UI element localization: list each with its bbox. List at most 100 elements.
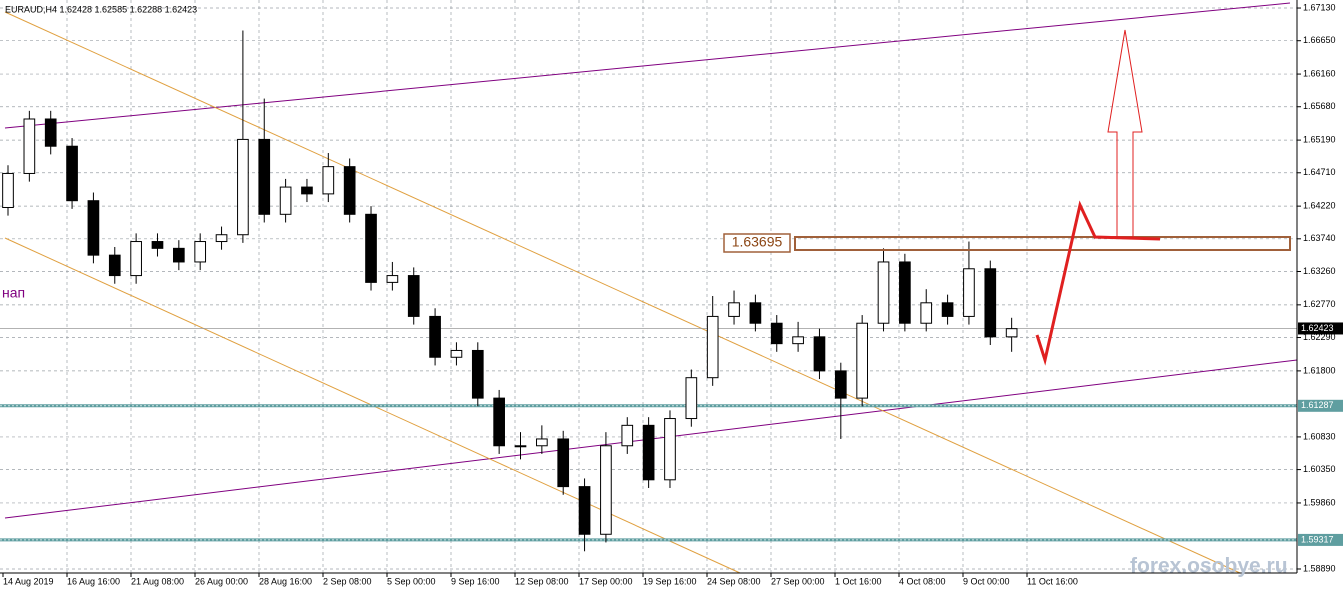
zone-label: 1.63695 [732,234,783,250]
zone-label-box [723,233,791,253]
candle-body [471,349,484,399]
candle-body [557,438,570,488]
candle-body [920,302,933,324]
candle-body [877,261,890,324]
x-tick-label: 14 Aug 2019 [3,576,54,586]
candle-body [87,200,100,256]
candle-body [343,166,356,215]
y-tick-label: 1.64220 [1303,201,1336,211]
candle-body [600,445,612,535]
candle-body [172,247,185,263]
candle-body [728,302,740,317]
x-tick-label: 19 Sep 16:00 [643,576,697,586]
candle-body [706,315,719,379]
candle-body [493,397,505,447]
y-tick-label: 1.59860 [1303,497,1336,507]
candle-body [834,370,847,399]
x-tick-label: 17 Sep 00:00 [579,576,633,586]
candle-body [963,268,975,317]
y-tick-label: 1.58890 [1303,563,1336,573]
forecast-path [1035,200,1161,366]
candle-body [536,438,548,447]
x-tick-label: 16 Aug 16:00 [67,576,120,586]
last-price-label: 1.62423 [1301,323,1334,333]
level-label: 1.59317 [1301,534,1334,544]
watermark: forex.osobye.ru [1130,555,1288,578]
x-tick-label: 9 Sep 16:00 [451,576,500,586]
candle-body [621,424,634,447]
y-tick-label: 1.63260 [1303,266,1336,276]
last-price-box [1298,322,1343,335]
levels [0,328,1297,542]
candle-body [770,322,783,345]
x-tick-label: 5 Sep 00:00 [387,576,436,586]
x-tick-label: 4 Oct 08:00 [899,576,946,586]
x-tick-label: 28 Aug 16:00 [259,576,312,586]
y-tick-label: 1.67130 [1303,2,1336,12]
chart-title: EURAUD,H4 1.62428 1.62585 1.62288 1.6242… [5,4,197,14]
candle-body [237,138,249,236]
x-tick-label: 12 Sep 08:00 [515,576,569,586]
candle-body [44,118,57,147]
y-tick-label: 1.66160 [1303,68,1336,78]
x-tick-label: 24 Sep 08:00 [707,576,761,586]
x-tick-label: 26 Aug 00:00 [195,576,248,586]
candle-body [279,186,292,215]
level-label-box [1298,533,1343,546]
candle-body [386,275,399,283]
candle-body [578,486,591,535]
candle-body [941,302,954,317]
y-tick-label: 1.62290 [1303,332,1336,342]
candle-body [450,349,463,358]
candle-body [984,268,997,338]
candle-body [194,241,207,263]
y-tick-label: 1.60350 [1303,464,1336,474]
candle-body [258,138,271,215]
candle-body [322,166,335,195]
y-tick-label: 1.61800 [1303,365,1336,375]
candle-body [899,261,911,324]
candles [2,30,1018,552]
candle-body [130,241,142,277]
candle-body [108,254,121,277]
candle-body [365,213,377,283]
y-tick-label: 1.63740 [1303,233,1336,243]
candle-body [664,418,676,481]
candle-body [23,118,36,174]
candle-body [792,336,804,345]
x-tick-label: 2 Sep 08:00 [323,576,372,586]
x-tick-label: 11 Oct 16:00 [1027,576,1078,586]
candle-body [2,172,14,208]
candle-body [215,234,228,243]
x-tick-label: 1 Oct 16:00 [835,576,882,586]
candle-body [429,315,441,358]
y-tick-label: 1.66650 [1303,35,1336,45]
zone [794,236,1291,251]
candle-body [642,424,655,481]
y-tick-label: 1.60830 [1303,431,1336,441]
level-label-box [1298,399,1343,412]
candle-body [301,186,313,195]
x-tick-label: 21 Aug 08:00 [131,576,184,586]
candle-body [66,145,78,202]
candle-body [749,302,762,324]
x-tick-label: 27 Sep 00:00 [771,576,825,586]
y-tick-label: 1.62770 [1303,299,1336,309]
annotation: нап [2,285,25,301]
candle-body [151,241,164,249]
x-tick-label: 9 Oct 00:00 [963,576,1010,586]
candle-body [685,377,698,420]
level-label: 1.61287 [1301,400,1334,410]
y-tick-label: 1.64710 [1303,167,1336,177]
y-tick-label: 1.65190 [1303,134,1336,144]
trendline [4,11,1241,574]
candle-body [856,322,869,399]
candle-body [514,445,527,448]
candle-body [813,336,826,372]
candle-body [1005,328,1018,338]
forecast-arrow [1107,29,1143,238]
trendline [4,2,1291,129]
